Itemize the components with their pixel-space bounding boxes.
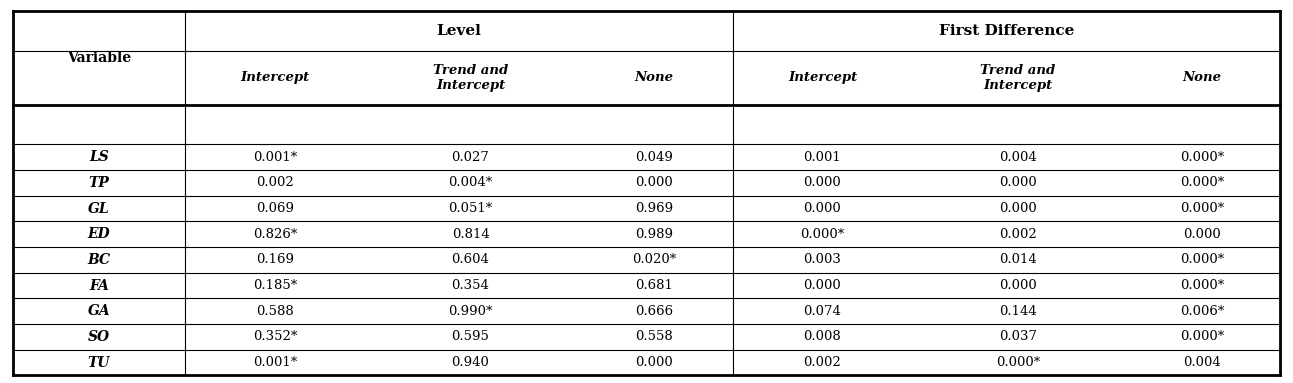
Text: 0.354: 0.354 (451, 279, 490, 292)
Text: 0.185*: 0.185* (253, 279, 297, 292)
Text: FA: FA (89, 278, 109, 293)
Text: 0.000*: 0.000* (1179, 202, 1224, 215)
Text: 0.000*: 0.000* (1179, 151, 1224, 164)
Text: 0.002: 0.002 (256, 176, 294, 189)
Text: 0.990*: 0.990* (449, 304, 493, 318)
Text: 0.144: 0.144 (999, 304, 1037, 318)
Text: 0.000*: 0.000* (800, 228, 844, 241)
Text: 0.940: 0.940 (451, 356, 490, 369)
Text: 0.002: 0.002 (999, 228, 1037, 241)
Text: 0.558: 0.558 (635, 331, 674, 343)
Text: 0.826*: 0.826* (252, 228, 297, 241)
Text: 0.000: 0.000 (999, 202, 1037, 215)
Text: 0.004*: 0.004* (449, 176, 493, 189)
Text: 0.000*: 0.000* (1179, 253, 1224, 266)
Text: 0.169: 0.169 (256, 253, 294, 266)
Text: Trend and
Intercept: Trend and Intercept (980, 64, 1055, 92)
Text: 0.003: 0.003 (803, 253, 842, 266)
Text: 0.588: 0.588 (256, 304, 294, 318)
Text: 0.000: 0.000 (999, 279, 1037, 292)
Text: 0.001*: 0.001* (253, 151, 297, 164)
Text: 0.000*: 0.000* (996, 356, 1040, 369)
Text: 0.006*: 0.006* (1179, 304, 1224, 318)
Text: 0.681: 0.681 (635, 279, 674, 292)
Text: 0.969: 0.969 (635, 202, 674, 215)
Text: 0.352*: 0.352* (252, 331, 297, 343)
Text: Intercept: Intercept (787, 71, 857, 84)
Text: 0.051*: 0.051* (449, 202, 493, 215)
Text: 0.814: 0.814 (451, 228, 489, 241)
Text: 0.027: 0.027 (451, 151, 490, 164)
Text: GL: GL (88, 201, 110, 216)
Text: ED: ED (88, 227, 110, 241)
Text: 0.000: 0.000 (804, 202, 842, 215)
Text: 0.000*: 0.000* (1179, 176, 1224, 189)
Text: First Difference: First Difference (939, 24, 1074, 38)
Text: 0.000: 0.000 (1183, 228, 1221, 241)
Text: 0.001: 0.001 (804, 151, 842, 164)
Text: 0.074: 0.074 (803, 304, 842, 318)
Text: Trend and
Intercept: Trend and Intercept (433, 64, 508, 92)
Text: 0.001*: 0.001* (253, 356, 297, 369)
Text: 0.000: 0.000 (999, 176, 1037, 189)
Text: 0.004: 0.004 (999, 151, 1037, 164)
Text: 0.049: 0.049 (635, 151, 674, 164)
Text: Variable: Variable (67, 51, 131, 65)
Text: TU: TU (88, 355, 110, 370)
Text: None: None (635, 71, 674, 84)
Text: TP: TP (89, 176, 110, 190)
Text: 0.037: 0.037 (999, 331, 1037, 343)
Text: 0.000: 0.000 (635, 176, 674, 189)
Text: 0.666: 0.666 (635, 304, 674, 318)
Text: 0.604: 0.604 (451, 253, 490, 266)
Text: 0.069: 0.069 (256, 202, 294, 215)
Text: LS: LS (89, 150, 109, 164)
Text: Intercept: Intercept (240, 71, 309, 84)
Text: 0.000: 0.000 (635, 356, 674, 369)
Text: BC: BC (88, 253, 110, 267)
Text: 0.000: 0.000 (804, 279, 842, 292)
Text: None: None (1182, 71, 1222, 84)
Text: 0.014: 0.014 (999, 253, 1037, 266)
Text: 0.000*: 0.000* (1179, 331, 1224, 343)
Text: 0.000: 0.000 (804, 176, 842, 189)
Text: 0.000*: 0.000* (1179, 279, 1224, 292)
Text: 0.002: 0.002 (804, 356, 842, 369)
Text: 0.989: 0.989 (635, 228, 674, 241)
Text: GA: GA (88, 304, 110, 318)
Text: Level: Level (436, 24, 481, 38)
Text: 0.020*: 0.020* (632, 253, 676, 266)
Text: SO: SO (88, 330, 110, 344)
Text: 0.008: 0.008 (804, 331, 842, 343)
Text: 0.004: 0.004 (1183, 356, 1221, 369)
Text: 0.595: 0.595 (451, 331, 490, 343)
